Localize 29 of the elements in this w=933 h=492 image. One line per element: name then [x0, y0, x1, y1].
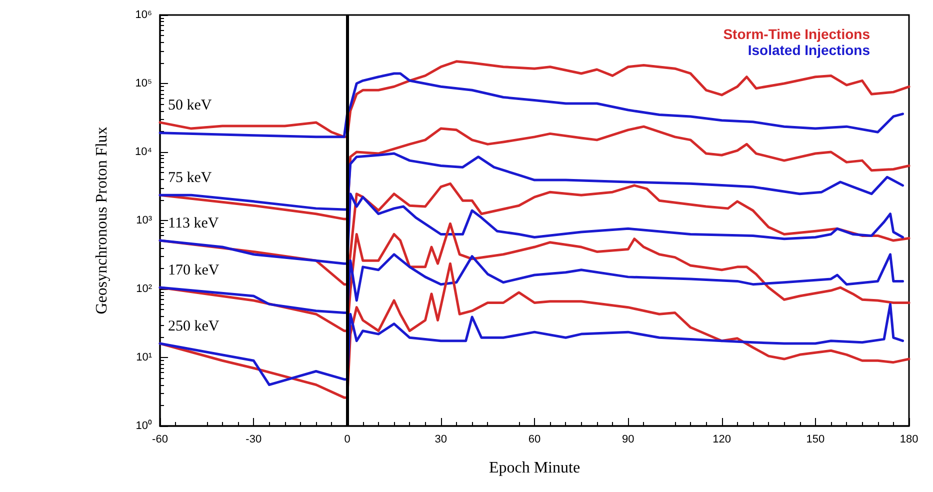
y-tick-label: 10⁴	[135, 146, 152, 158]
text: Storm-Time Injections	[723, 26, 870, 42]
y-tick-label: 10⁵	[135, 78, 152, 90]
annotation: 170 keV	[168, 262, 220, 279]
y-tick-label: 10²	[136, 283, 152, 295]
y-tick-label: 10³	[136, 214, 152, 226]
x-axis-title: Epoch Minute	[488, 460, 580, 476]
x-tick-label: 180	[900, 434, 918, 446]
x-tick-label: 60	[528, 434, 541, 446]
annotation: 75 keV	[168, 170, 212, 186]
x-tick-label: -60	[152, 434, 168, 446]
x-tick-label: -30	[246, 434, 262, 446]
y-tick-label: 10¹	[136, 352, 152, 364]
y-tick-label: 10⁶	[135, 9, 152, 21]
x-tick-label: 90	[622, 434, 634, 446]
line-series	[158, 72, 904, 138]
x-tick-label: 0	[344, 434, 350, 446]
x-tick-label: 150	[806, 434, 825, 446]
annotation: 250 keV	[168, 318, 220, 335]
x-tick-label: 120	[712, 434, 731, 446]
annotation: 113 keV	[168, 216, 219, 232]
line-series	[158, 253, 904, 314]
y-axis-title: Geosynchronous Proton Flux	[94, 126, 110, 314]
y-tick-label: 10⁰	[136, 419, 152, 432]
x-tick-label: 30	[434, 434, 447, 446]
line-series	[158, 302, 904, 386]
annotation: 50 keV	[168, 97, 212, 114]
line-series	[158, 60, 910, 138]
text: Isolated Injections	[748, 42, 870, 58]
